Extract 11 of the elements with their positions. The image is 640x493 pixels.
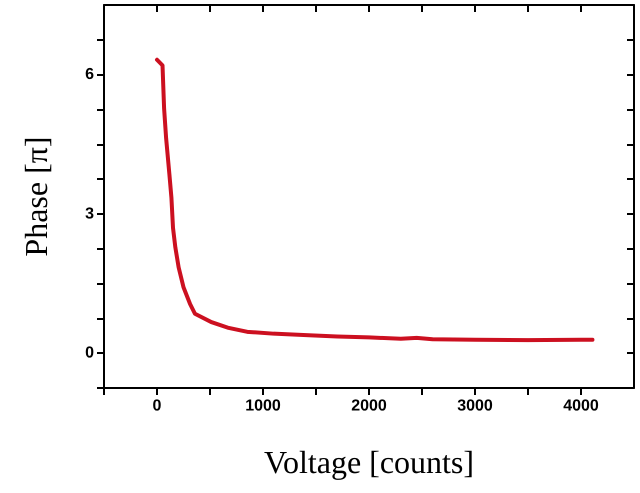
y-axis-title: Phase [π] [18, 136, 54, 257]
x-axis-title: Voltage [counts] [264, 444, 474, 480]
x-tick-label: 1000 [245, 398, 281, 414]
x-tick-label: 3000 [457, 398, 493, 414]
y-tick-label: 3 [85, 205, 94, 222]
y-tick-label: 0 [85, 344, 94, 362]
line-series [155, 58, 594, 342]
x-tick-label: 2000 [351, 398, 387, 414]
x-tick-label: 4000 [563, 398, 599, 414]
y-tick-label: 6 [85, 66, 94, 84]
x-tick-label: 0 [152, 398, 162, 414]
